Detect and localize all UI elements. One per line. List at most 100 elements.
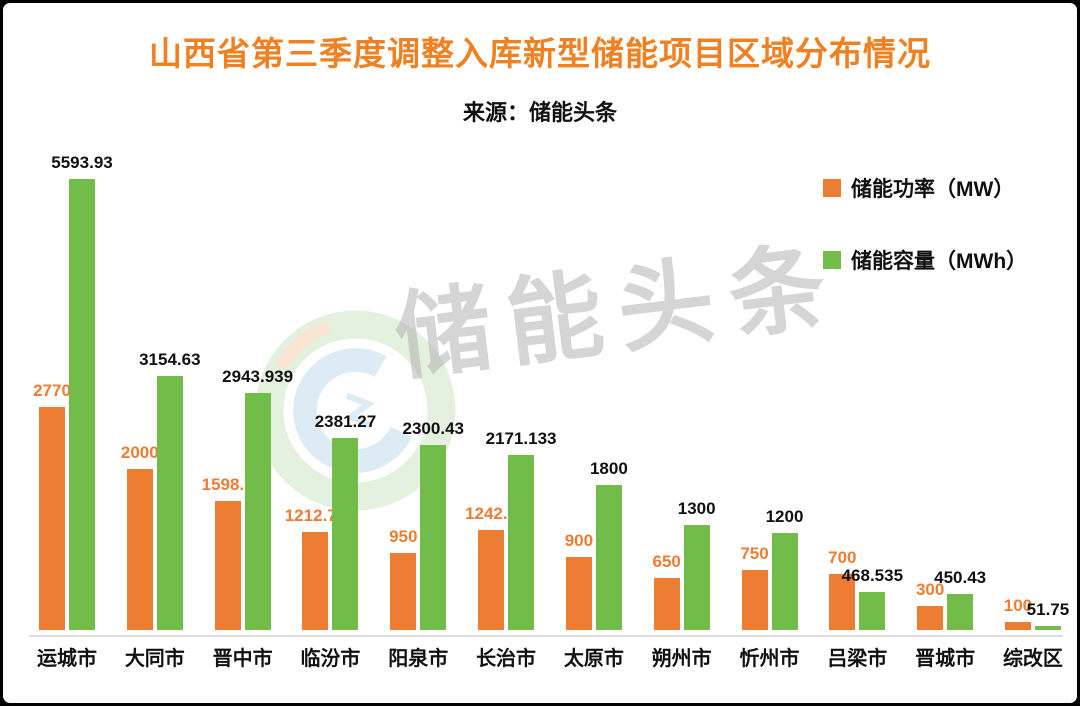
bar-pair: 2000 3154.63 — [121, 175, 201, 630]
bar-pair: 650 1300 — [653, 175, 716, 630]
category-label: 晋中市 — [212, 648, 273, 670]
category-label: 长治市 — [476, 648, 537, 670]
power-bar — [302, 532, 329, 630]
power-value-label: 750 — [740, 543, 769, 563]
power-value-label: 950 — [389, 527, 418, 547]
category-label: 临汾市 — [300, 648, 361, 670]
bar-group: 900 1800 太原市 — [564, 175, 628, 671]
source-label: 来源：储能头条 — [462, 100, 617, 125]
power-bar-wrap: 100 — [1004, 175, 1032, 630]
power-bar-wrap: 1242.5 — [465, 175, 517, 630]
legend: 储能功率（MW） 储能容量（MWh） — [823, 173, 1027, 317]
power-value-label: 1242.5 — [465, 503, 518, 523]
power-value-label: 900 — [564, 531, 594, 551]
power-bar — [1004, 621, 1031, 630]
power-bar-wrap: 700 — [828, 175, 857, 630]
bar-group: 2000 3154.63 大同市 — [121, 175, 201, 671]
bar-pair: 1212.76 2381.27 — [285, 175, 376, 630]
bar-groups: 2770 5593.93 运城市 2000 3154.63 大同市 1598.7 2943.9… — [33, 153, 1069, 671]
capacity-value-label: 51.75 — [1026, 599, 1070, 619]
capacity-value-label: 468.535 — [841, 566, 904, 586]
capacity-bar — [69, 179, 95, 630]
bar-pair: 300 450.43 — [915, 175, 986, 630]
power-bar-wrap: 1598.7 — [202, 175, 254, 630]
bar-pair: 700 468.535 — [828, 175, 903, 630]
capacity-bar-wrap: 3154.63 — [139, 175, 201, 630]
bar-group: 1598.7 2943.939 晋中市 — [202, 175, 293, 671]
power-value-label: 1212.76 — [284, 506, 347, 526]
power-value-label: 1598.7 — [201, 475, 254, 495]
bar-pair: 1242.5 2171.133 — [465, 175, 557, 630]
capacity-bar-wrap: 51.75 — [1027, 175, 1069, 630]
capacity-value-label: 2300.43 — [402, 418, 464, 438]
bar-group: 1242.5 2171.133 长治市 — [465, 175, 557, 671]
power-bar — [478, 529, 505, 630]
power-bar — [653, 577, 680, 630]
capacity-bar — [244, 392, 271, 630]
capacity-swatch-icon — [823, 251, 841, 269]
plot-area: 2770 5593.93 运城市 2000 3154.63 大同市 1598.7 2943.9… — [29, 153, 1069, 671]
capacity-bar-wrap: 2381.27 — [315, 175, 376, 630]
bar-pair: 900 1800 — [564, 175, 628, 630]
power-value-label: 300 — [915, 579, 945, 599]
category-label: 吕梁市 — [827, 648, 888, 670]
capacity-value-label: 5593.93 — [51, 153, 113, 172]
bar-group: 950 2300.43 阳泉市 — [388, 175, 464, 671]
legend-label-capacity: 储能容量（MWh） — [851, 250, 1028, 273]
capacity-value-label: 2381.27 — [314, 412, 377, 432]
capacity-value-label: 1800 — [589, 458, 628, 478]
bar-pair: 100 51.75 — [1004, 175, 1069, 630]
capacity-value-label: 3154.63 — [139, 349, 201, 369]
power-bar — [917, 605, 944, 630]
bar-group: 650 1300 朔州市 — [651, 175, 716, 671]
power-bar-wrap: 2770 — [33, 175, 71, 630]
category-label: 大同市 — [124, 648, 185, 670]
category-label: 晋城市 — [915, 648, 976, 670]
category-label: 综改区 — [1002, 648, 1063, 670]
power-value-label: 2000 — [120, 442, 159, 462]
power-bar — [126, 468, 153, 630]
capacity-bar-wrap: 2171.133 — [486, 175, 557, 630]
page-title: 山西省第三季度调整入库新型储能项目区域分布情况 — [149, 35, 931, 72]
bar-group: 750 1200 忻州市 — [739, 175, 804, 671]
power-swatch-icon — [823, 179, 841, 197]
power-bar — [214, 501, 241, 630]
capacity-value-label: 1200 — [765, 507, 804, 527]
category-label: 忻州市 — [739, 648, 800, 670]
legend-entry-capacity: 储能容量（MWh） — [823, 245, 1027, 275]
capacity-bar-wrap: 2943.939 — [222, 175, 293, 630]
capacity-bar — [859, 592, 886, 630]
bar-group: 300 450.43 晋城市 — [915, 175, 986, 671]
bar-pair: 950 2300.43 — [389, 175, 464, 630]
category-label: 朔州市 — [651, 648, 712, 670]
capacity-bar-wrap: 5593.93 — [51, 153, 113, 630]
power-bar — [741, 569, 768, 630]
power-bar-wrap: 750 — [740, 175, 769, 630]
power-value-label: 2770 — [33, 380, 71, 400]
bar-group: 1212.76 2381.27 临汾市 — [285, 175, 376, 671]
power-bar-wrap: 1212.76 — [285, 175, 346, 630]
capacity-bar — [771, 533, 798, 630]
legend-entry-power: 储能功率（MW） — [823, 173, 1027, 203]
bar-group: 700 468.535 吕梁市 — [827, 175, 903, 671]
bar-group: 100 51.75 综改区 — [1002, 175, 1069, 671]
capacity-bar-wrap: 468.535 — [842, 175, 903, 630]
power-bar — [390, 553, 417, 630]
capacity-value-label: 2171.133 — [485, 428, 557, 448]
capacity-bar-wrap: 2300.43 — [403, 175, 464, 630]
capacity-bar-wrap: 1300 — [678, 175, 716, 630]
capacity-value-label: 2943.939 — [222, 366, 294, 386]
capacity-bar — [508, 455, 535, 630]
category-label: 阳泉市 — [388, 648, 449, 670]
bar-pair: 2770 5593.93 — [33, 153, 113, 630]
capacity-bar — [156, 375, 183, 630]
bar-pair: 750 1200 — [740, 175, 803, 630]
capacity-bar — [420, 444, 447, 630]
power-bar-wrap: 950 — [389, 175, 418, 630]
capacity-bar — [595, 484, 622, 630]
x-axis-line — [29, 635, 1063, 637]
capacity-bar — [332, 438, 359, 630]
power-bar-wrap: 650 — [653, 175, 681, 630]
power-bar — [39, 406, 65, 630]
